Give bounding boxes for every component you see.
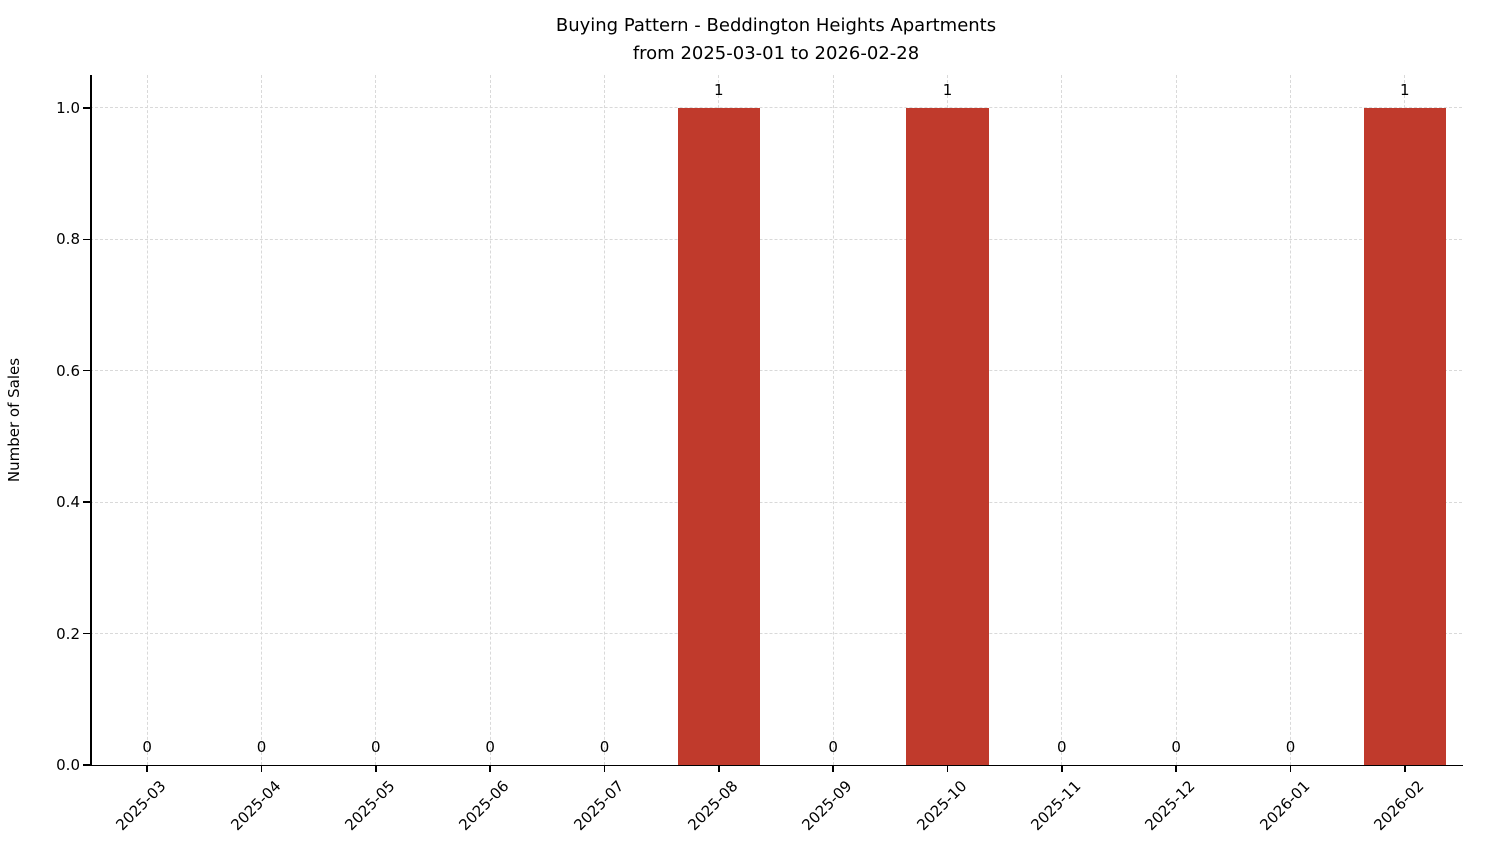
bar-value-label: 0 bbox=[1057, 738, 1067, 756]
x-tick-mark bbox=[718, 765, 720, 772]
bar-value-label: 0 bbox=[485, 738, 495, 756]
bar-value-label: 0 bbox=[1171, 738, 1181, 756]
x-tick-label: 2025-12 bbox=[1141, 777, 1199, 835]
bar-value-label: 1 bbox=[1400, 80, 1410, 99]
gridline-vertical bbox=[375, 75, 377, 765]
x-tick-mark bbox=[146, 765, 148, 772]
y-tick-label: 0.6 bbox=[56, 361, 80, 380]
y-tick-mark bbox=[83, 501, 90, 503]
gridline-horizontal bbox=[90, 107, 1462, 109]
x-tick-mark bbox=[1061, 765, 1063, 772]
chart-title-line2: from 2025-03-01 to 2026-02-28 bbox=[632, 42, 920, 64]
y-tick-mark bbox=[83, 369, 90, 372]
x-axis-line bbox=[90, 764, 1463, 766]
y-tick-label: 0.0 bbox=[56, 756, 80, 774]
x-tick-mark bbox=[1404, 765, 1406, 772]
x-tick-mark bbox=[603, 765, 606, 772]
bar-value-label: 0 bbox=[599, 738, 610, 756]
x-tick-label: 2025-10 bbox=[913, 777, 971, 835]
y-tick-mark bbox=[83, 238, 90, 241]
y-axis-line bbox=[90, 75, 92, 765]
gridline-horizontal bbox=[90, 238, 1462, 240]
bar bbox=[1363, 107, 1446, 765]
bar-value-label: 1 bbox=[714, 80, 724, 99]
y-tick-mark bbox=[83, 107, 90, 109]
y-tick-label: 0.4 bbox=[56, 493, 80, 512]
x-tick-mark bbox=[1289, 765, 1292, 772]
gridline-vertical bbox=[1175, 75, 1177, 765]
y-tick-label: 1.0 bbox=[56, 98, 80, 117]
x-tick-label: 2025-07 bbox=[570, 777, 628, 835]
y-tick-label: 0.2 bbox=[56, 624, 80, 643]
gridline-vertical bbox=[832, 75, 834, 765]
bar-value-label: 0 bbox=[142, 738, 152, 756]
x-tick-mark bbox=[489, 765, 491, 772]
x-tick-label: 2025-11 bbox=[1027, 777, 1085, 835]
x-tick-label: 2026-01 bbox=[1256, 777, 1314, 835]
bar-value-label: 0 bbox=[1285, 738, 1296, 756]
bar-value-label: 0 bbox=[256, 738, 267, 756]
y-tick-mark bbox=[83, 764, 90, 766]
gridline-vertical bbox=[1290, 75, 1291, 765]
gridline-vertical bbox=[489, 75, 491, 765]
x-tick-label: 2025-05 bbox=[341, 777, 399, 835]
x-tick-mark bbox=[946, 765, 949, 772]
gridline-vertical bbox=[604, 75, 605, 765]
x-tick-label: 2025-03 bbox=[112, 777, 170, 835]
chart-title-line1: Buying Pattern - Beddington Heights Apar… bbox=[555, 15, 997, 36]
bar bbox=[906, 107, 989, 765]
bar-value-label: 0 bbox=[371, 738, 381, 756]
gridline-horizontal bbox=[90, 370, 1462, 372]
x-tick-mark bbox=[260, 765, 263, 772]
bar-value-label: 0 bbox=[828, 738, 838, 756]
bar bbox=[677, 107, 760, 765]
gridline-vertical bbox=[261, 75, 262, 765]
x-tick-label: 2025-09 bbox=[798, 777, 856, 835]
y-tick-mark bbox=[83, 632, 90, 635]
bar-value-label: 1 bbox=[942, 80, 953, 99]
x-tick-label: 2025-06 bbox=[455, 777, 513, 835]
x-tick-mark bbox=[832, 765, 834, 772]
plot-area bbox=[90, 75, 1462, 765]
y-tick-label: 0.8 bbox=[56, 230, 80, 249]
x-tick-mark bbox=[1175, 765, 1177, 772]
x-tick-label: 2026-02 bbox=[1370, 777, 1428, 835]
gridline-horizontal bbox=[90, 633, 1462, 635]
gridline-vertical bbox=[146, 75, 148, 765]
gridline-horizontal bbox=[90, 501, 1462, 503]
x-tick-label: 2025-08 bbox=[684, 777, 742, 835]
x-tick-label: 2025-04 bbox=[227, 777, 285, 835]
x-tick-mark bbox=[375, 765, 377, 772]
chart-title: Buying Pattern - Beddington Heights Apar… bbox=[90, 12, 1462, 68]
gridline-vertical bbox=[1061, 75, 1063, 765]
